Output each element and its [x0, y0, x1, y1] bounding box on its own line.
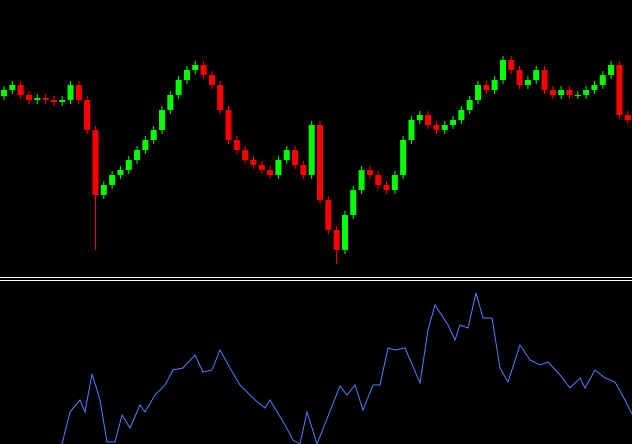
candle-body — [533, 70, 540, 80]
candle-body — [566, 90, 573, 95]
candle-body — [549, 90, 556, 95]
candle-body — [183, 70, 190, 80]
candle-body — [258, 165, 265, 170]
candle-body — [100, 185, 107, 195]
candle-body — [433, 125, 440, 130]
candle-body — [558, 90, 565, 95]
candle-body — [366, 170, 373, 175]
candle-body — [42, 98, 49, 100]
candle-body — [50, 100, 57, 102]
candle-body — [358, 170, 365, 190]
candle-body — [84, 100, 91, 130]
candle-body — [375, 175, 382, 185]
candle-body — [150, 130, 157, 140]
candle-body — [17, 85, 24, 95]
candle-body — [499, 60, 506, 80]
candle-body — [458, 110, 465, 120]
candle-body — [466, 100, 473, 110]
candle-body — [159, 110, 165, 130]
candle-body — [192, 65, 199, 70]
candle-body — [524, 80, 531, 85]
candle-body — [242, 150, 249, 160]
candle-body — [574, 95, 581, 96]
candle-body — [491, 80, 498, 90]
candle-body — [608, 65, 615, 75]
candle-body — [67, 85, 74, 100]
candle-body — [92, 130, 99, 195]
candle-body — [317, 125, 323, 200]
candle-body — [483, 85, 490, 90]
candle-body — [217, 85, 224, 110]
candle-body — [292, 150, 299, 165]
candle-body — [325, 200, 332, 230]
candle-body — [175, 80, 182, 95]
candle-body — [117, 170, 124, 175]
candle-body — [134, 150, 141, 160]
candle-body — [475, 85, 481, 100]
candle-body — [333, 230, 340, 250]
candle-body — [583, 90, 590, 95]
candle-body — [142, 140, 149, 150]
candle-body — [308, 125, 315, 175]
candle-body — [341, 215, 348, 250]
candle-body — [350, 190, 357, 215]
candle-body — [425, 115, 432, 125]
indicator-line — [61, 292, 632, 444]
candle-body — [34, 98, 41, 100]
candle-body — [408, 120, 415, 140]
candle-body — [441, 125, 448, 130]
candle-body — [125, 160, 132, 170]
candle-body — [391, 175, 398, 190]
candle-body — [200, 65, 207, 75]
candle-body — [9, 85, 16, 90]
candle-body — [275, 160, 282, 175]
candle-body — [225, 110, 232, 140]
candle-body — [416, 115, 423, 120]
candle-body — [283, 150, 290, 160]
candle-body — [75, 85, 82, 100]
candle-body — [250, 160, 257, 165]
candle-body — [508, 60, 515, 70]
candle-body — [591, 85, 598, 90]
candle-body — [624, 115, 631, 120]
candle-body — [541, 70, 548, 90]
candle-body — [167, 95, 174, 110]
candle-body — [59, 100, 66, 102]
candle-body — [300, 165, 307, 175]
candle-body — [599, 75, 606, 85]
candle-body — [208, 75, 215, 85]
candle-body — [233, 140, 240, 150]
candle-body — [109, 175, 116, 185]
candle-body — [1, 90, 7, 96]
candle-body — [516, 70, 523, 85]
candle-body — [25, 95, 32, 100]
candle-body — [267, 170, 274, 175]
candle-body — [400, 140, 407, 175]
candle-body — [616, 65, 623, 115]
candle-body — [450, 120, 457, 125]
candle-body — [383, 185, 390, 190]
